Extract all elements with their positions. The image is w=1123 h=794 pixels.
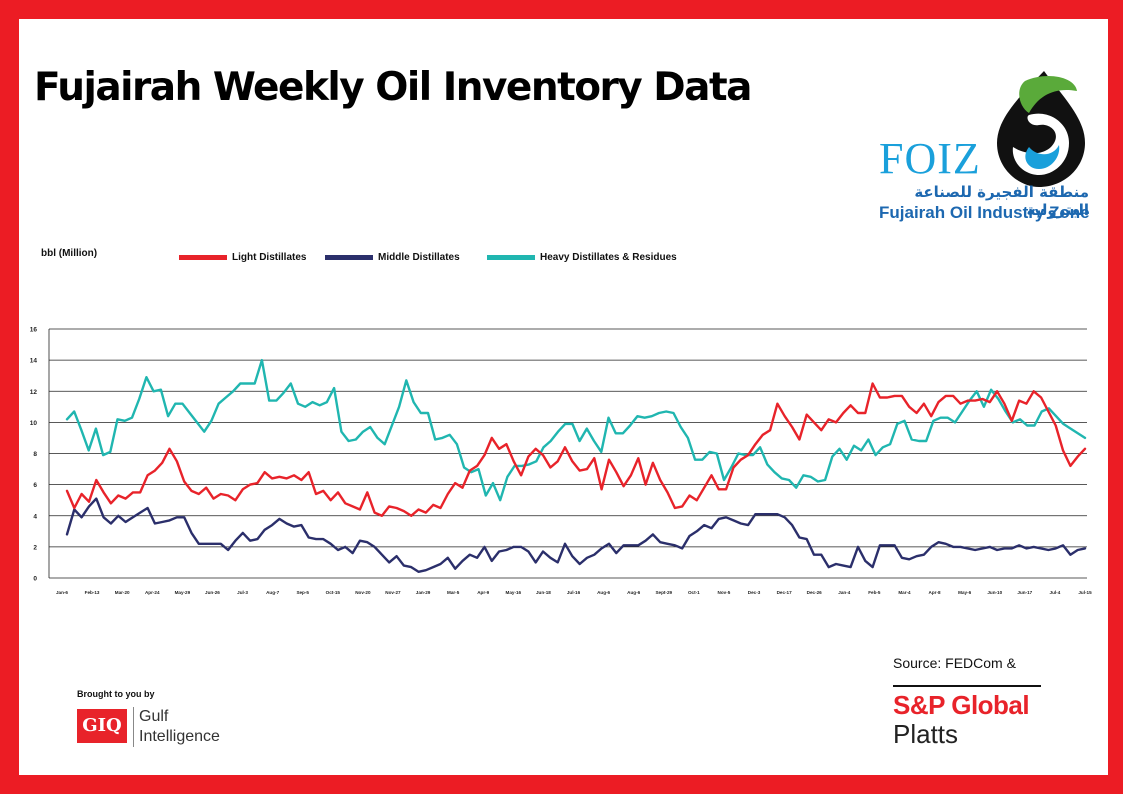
x-tick-label: Jul-16 [567, 590, 581, 595]
brought-to-you-by: Brought to you by [77, 689, 155, 699]
giq-mark: GIQ [77, 709, 127, 743]
foiz-drop-icon [997, 71, 1085, 187]
giq-wordmark: Gulf Intelligence [139, 707, 220, 747]
x-tick-label: Aug-6 [597, 590, 610, 595]
x-tick-label: Jan-29 [416, 590, 431, 595]
foiz-english-name: Fujairah Oil Industry Zone [879, 203, 1090, 222]
x-tick-label: Aug-7 [266, 590, 279, 595]
x-tick-label: Oct-1 [688, 590, 700, 595]
series-line-2 [65, 358, 1087, 502]
x-tick-label: Jun-18 [536, 590, 551, 595]
x-tick-label: Sept-29 [655, 590, 672, 595]
y-tick-label: 4 [33, 513, 37, 520]
y-axis-label: bbl (Million) [41, 248, 98, 259]
x-tick-label: Mar-4 [898, 590, 911, 595]
legend-label: Middle Distillates [378, 252, 460, 263]
x-tick-label: May-16 [506, 590, 522, 595]
x-tick-label: Nov-5 [718, 590, 731, 595]
x-tick-label: Mar-20 [115, 590, 130, 595]
x-tick-label: Feb-5 [868, 590, 881, 595]
page-title: Fujairah Weekly Oil Inventory Data [34, 65, 752, 110]
x-tick-label: Dec-3 [748, 590, 761, 595]
x-tick-label: Feb-13 [85, 590, 100, 595]
foiz-wordmark: FOIZ [879, 134, 981, 183]
legend-swatch [179, 255, 227, 260]
source-note: Source: FEDCom & [893, 655, 1016, 671]
x-tick-label: Nov-27 [385, 590, 401, 595]
x-tick-label: May-6 [958, 590, 971, 595]
x-tick-label: Jul-15 [1078, 590, 1092, 595]
legend-label: Heavy Distillates & Residues [540, 252, 677, 263]
y-tick-label: 2 [33, 544, 37, 551]
x-tick-label: Dec-17 [777, 590, 793, 595]
x-tick-label: Jul-3 [237, 590, 248, 595]
sp-global-name: S&P Global [893, 690, 1030, 720]
foiz-arabic-name: منطقة الفجيرة للصناعة البترولية [914, 183, 1089, 219]
y-tick-label: 14 [30, 358, 38, 365]
inventory-line-chart: 0 2 4 6 8 10 12 14 16 Jan-6 Feb-13 Mar-20 Apr-24 May-… [30, 327, 1092, 596]
x-tick-label: Apr-9 [477, 590, 489, 595]
infographic-card: Fujairah Weekly Oil Inventory Data FOIZ … [19, 19, 1108, 775]
legend-item-light: Light Distillates [179, 252, 306, 263]
x-tick-label: Apr-24 [145, 590, 160, 595]
x-tick-label: Jun-17 [1017, 590, 1032, 595]
legend-item-heavy: Heavy Distillates & Residues [487, 252, 677, 263]
giq-divider [133, 707, 134, 747]
series-line-0 [65, 382, 1087, 518]
platts-name: Platts [893, 719, 959, 749]
legend-label: Light Distillates [232, 252, 307, 263]
sp-logo-bar [893, 685, 1041, 687]
y-tick-label: 6 [33, 482, 37, 489]
x-tick-label: Mar-5 [447, 590, 460, 595]
y-tick-label: 10 [30, 420, 38, 427]
foiz-logo: FOIZ منطقة الفجيرة للصناعة البترولية Fuj… [879, 57, 1090, 227]
y-tick-label: 0 [33, 576, 37, 583]
x-tick-label: May-29 [175, 590, 191, 595]
legend-swatch [487, 255, 535, 260]
sp-global-platts-logo: S&P Global Platts [893, 685, 1041, 749]
gulf-intelligence-logo: GIQ Gulf Intelligence [77, 707, 237, 751]
x-tick-label: Aug-6 [627, 590, 640, 595]
legend-swatch [325, 255, 373, 260]
legend-item-middle: Middle Distillates [325, 252, 460, 263]
series-line-1 [65, 497, 1087, 573]
giq-line-2: Intelligence [139, 728, 220, 745]
x-tick-label: Apr-8 [929, 590, 941, 595]
x-tick-label: Jan-6 [56, 590, 68, 595]
x-tick-label: Jun-26 [205, 590, 220, 595]
x-tick-label: Sep-5 [296, 590, 309, 595]
x-tick-label: Jul-4 [1050, 590, 1061, 595]
y-tick-label: 16 [30, 327, 38, 334]
y-tick-label: 12 [30, 389, 38, 396]
x-tick-label: Dec-26 [807, 590, 823, 595]
x-tick-label: Nov-20 [355, 590, 371, 595]
x-tick-label: Jan-4 [838, 590, 850, 595]
giq-line-1: Gulf [139, 708, 169, 725]
y-tick-label: 8 [33, 451, 37, 458]
x-tick-label: Jun-10 [987, 590, 1002, 595]
x-tick-label: Oct-15 [326, 590, 341, 595]
